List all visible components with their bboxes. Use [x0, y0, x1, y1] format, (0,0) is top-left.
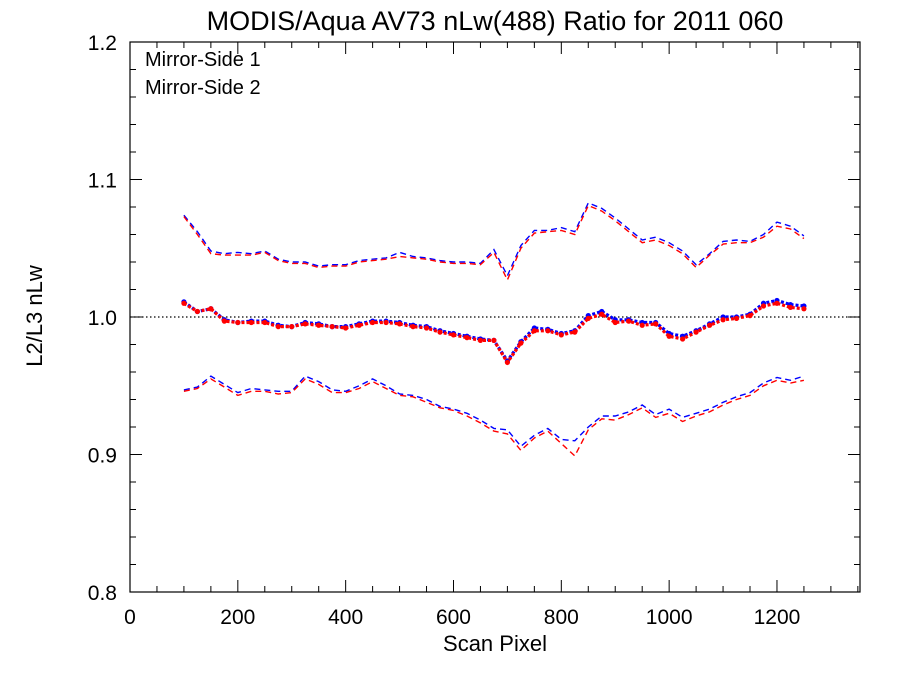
series-mirror-side-2-point: [275, 324, 281, 330]
series-mirror-side-2-point: [248, 319, 254, 326]
series-mirror-side-2-point: [235, 319, 241, 326]
x-tick-label: 800: [544, 606, 579, 629]
series-mirror-side-2-point: [733, 315, 740, 321]
series-mirror-side-1-lower-bound-line: [183, 375, 805, 448]
y-tick-label: 0.9: [88, 445, 117, 468]
series-mirror-side-2-point: [262, 319, 268, 326]
series-mirror-side-2-point: [316, 322, 322, 328]
series-mirror-side-2-point: [194, 308, 200, 315]
series-mirror-side-2-point: [477, 337, 484, 343]
legend: Mirror-Side 1 Mirror-Side 2: [145, 49, 261, 99]
series-mirror-side-2-point: [599, 311, 605, 317]
series-mirror-side-2-point: [329, 324, 335, 330]
series-mirror-side-2-point: [653, 321, 659, 327]
y-axis-label: L2/L3 nLw: [22, 265, 47, 367]
y-tick-label: 1.0: [88, 307, 117, 330]
series-mirror-side-2-point: [504, 359, 511, 365]
y-tick-label: 1.2: [88, 32, 117, 55]
chart-title: MODIS/Aqua AV73 nLw(488) Ratio for 2011 …: [207, 6, 784, 36]
x-tick-label: 400: [328, 606, 363, 629]
series-mirror-side-2-point: [760, 303, 767, 309]
series-mirror-side-2-point: [437, 329, 443, 335]
series-mirror-side-2-point: [787, 304, 794, 310]
series-mirror-side-2-point: [423, 325, 430, 331]
series-mirror-side-2-point: [302, 321, 308, 327]
series-mirror-side-2-point: [518, 340, 524, 346]
x-tick-label: 0: [124, 606, 136, 629]
x-tick-label: 1000: [646, 606, 693, 629]
series-mirror-side-2-point: [491, 337, 497, 343]
series-mirror-side-2-point: [396, 321, 403, 327]
series-mirror-side-2-point: [585, 315, 591, 321]
plot-area: [130, 202, 860, 458]
series-mirror-side-2-point: [545, 328, 551, 334]
y-tick-label: 1.1: [88, 170, 117, 193]
series-mirror-side-2-point: [774, 300, 780, 306]
series-mirror-side-2-point: [208, 306, 214, 312]
series-mirror-side-2-point: [720, 317, 726, 323]
series-mirror-side-2-point: [639, 322, 645, 328]
series-mirror-side-2-point: [572, 329, 578, 335]
series-mirror-side-2-point: [666, 333, 672, 339]
series-mirror-side-1-mean-line: [182, 298, 805, 364]
series-mirror-side-2-lower-bound-line: [183, 378, 805, 458]
series-mirror-side-2-point: [410, 324, 416, 330]
x-axis-label: Scan Pixel: [443, 631, 547, 656]
series-mirror-side-2-point: [289, 324, 295, 330]
series-mirror-side-2-point: [370, 319, 376, 326]
series-mirror-side-2-point: [626, 318, 632, 324]
x-tick-label: 200: [220, 606, 255, 629]
legend-entry-mirror-side-1: Mirror-Side 1: [145, 49, 261, 71]
series-mirror-side-1-upper-bound-line: [183, 202, 805, 278]
series-mirror-side-2-point: [531, 328, 537, 334]
series-mirror-side-2-point: [612, 319, 618, 326]
series-mirror-side-2-point: [680, 336, 686, 342]
x-tick-label: 600: [436, 606, 471, 629]
series-mirror-side-2-point: [801, 306, 807, 312]
series-mirror-side-2-point: [747, 313, 753, 319]
series-mirror-side-2-mean-line: [183, 301, 805, 366]
axes: 0 200 400 600 800 1000 1200 0.8 0.9 1.0 1.1 1.2: [88, 32, 861, 629]
series-mirror-side-2-point: [343, 325, 349, 331]
series-mirror-side-2-upper-bound-line: [183, 204, 805, 282]
series-mirror-side-2-point: [383, 319, 389, 326]
series-mirror-side-2-point: [464, 335, 470, 341]
series-mirror-side-2-point: [356, 322, 362, 328]
x-tick-label: 1200: [754, 606, 801, 629]
series-mirror-side-2-point: [450, 332, 457, 338]
series-mirror-side-2-point: [706, 322, 713, 328]
y-tick-label: 0.8: [88, 582, 117, 605]
series-mirror-side-2-point: [181, 300, 187, 306]
series-mirror-side-2-point: [693, 329, 699, 335]
legend-entry-mirror-side-2: Mirror-Side 2: [145, 77, 261, 99]
series-mirror-side-2-point: [221, 318, 227, 324]
series-mirror-side-2-point: [558, 332, 564, 338]
series-mirror-side-2: [181, 204, 807, 458]
